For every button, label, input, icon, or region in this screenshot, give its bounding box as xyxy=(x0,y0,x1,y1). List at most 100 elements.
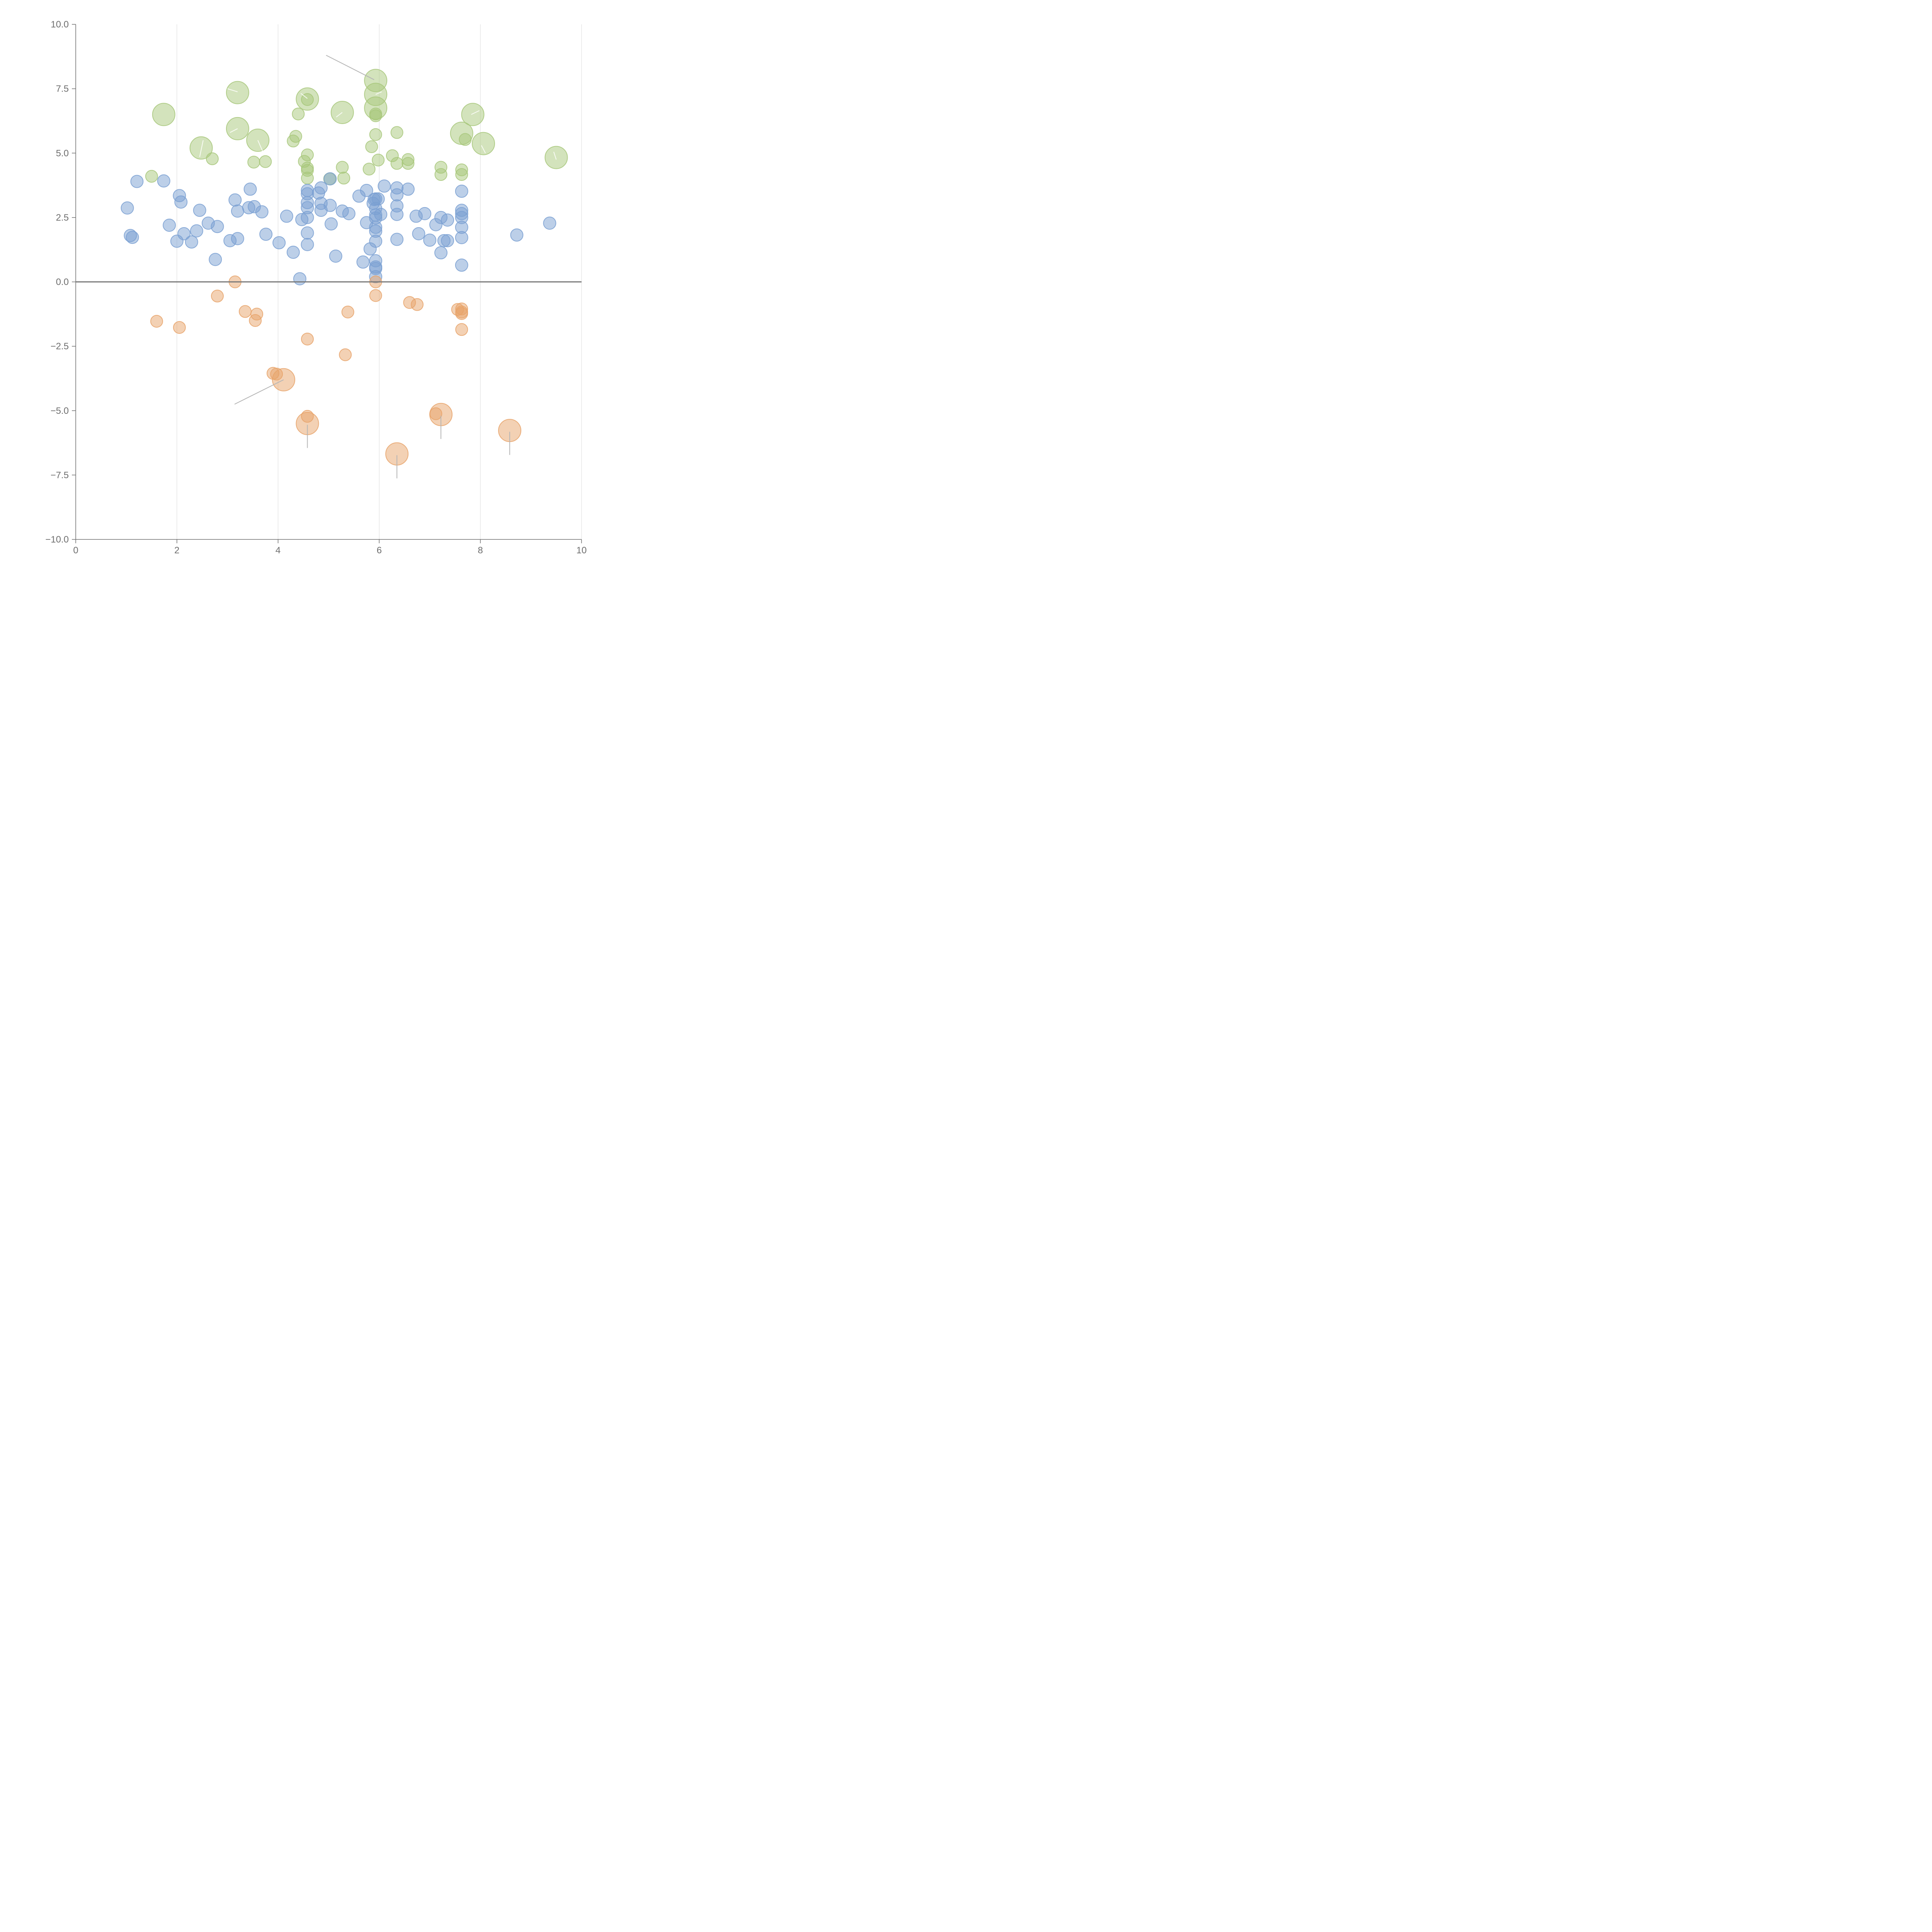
orange-bubble xyxy=(341,305,354,318)
orange-bubble xyxy=(173,321,186,334)
green-bubble xyxy=(390,157,403,170)
orange-bubble xyxy=(250,308,264,321)
green-bubble xyxy=(401,157,415,170)
x-tick-label: 10 xyxy=(577,545,587,556)
annotation-leader-line xyxy=(481,145,486,153)
blue-bubble xyxy=(231,204,244,218)
green-bubble xyxy=(372,153,385,167)
green-bubble xyxy=(301,172,314,185)
blue-bubble xyxy=(329,249,342,263)
blue-bubble xyxy=(323,172,337,185)
blue-bubble xyxy=(163,218,176,232)
orange-bubble xyxy=(411,298,424,311)
green-bubble xyxy=(461,103,485,126)
blue-bubble xyxy=(174,195,188,209)
orange-bubble xyxy=(455,323,468,336)
blue-bubble xyxy=(323,199,337,212)
annotation-leader-line xyxy=(336,112,343,117)
green-bubble xyxy=(337,172,350,185)
blue-bubble xyxy=(434,246,448,260)
green-bubble xyxy=(289,130,302,143)
y-tick-label: −10.0 xyxy=(45,534,69,545)
green-bubble xyxy=(226,81,249,104)
blue-bubble xyxy=(301,238,314,251)
annotation-leader-line xyxy=(326,55,374,80)
green-bubble xyxy=(206,152,219,165)
y-tick-label: 2.5 xyxy=(56,213,69,223)
blue-bubble xyxy=(360,184,373,197)
annotation-leader-line xyxy=(230,128,238,133)
blue-bubble xyxy=(280,209,293,223)
green-bubble xyxy=(472,132,495,155)
orange-bubble xyxy=(301,332,314,345)
blue-bubble xyxy=(423,233,437,247)
green-bubble xyxy=(459,133,472,146)
blue-bubble xyxy=(369,235,383,248)
orange-bubble xyxy=(339,348,352,361)
y-tick-label: −7.5 xyxy=(51,470,69,480)
axis-layer: 10.0 7.5 5.0 2.5 0.0 −2.5 −5.0 −7.5 −10.0 0 2 4 6 8 10 xyxy=(45,19,587,556)
blue-bubble xyxy=(211,220,224,233)
blue-bubble xyxy=(121,201,134,215)
x-tick-label: 8 xyxy=(478,545,483,556)
blue-bubble xyxy=(455,259,468,272)
green-bubble xyxy=(152,103,175,126)
green-bubble xyxy=(365,140,378,153)
annotation-leader-line xyxy=(227,88,238,92)
blue-bubble xyxy=(390,233,404,246)
blue-bubble xyxy=(314,181,328,195)
chart-svg: 10.0 7.5 5.0 2.5 0.0 −2.5 −5.0 −7.5 −10.0 0 2 4 6 8 10 xyxy=(45,19,587,556)
annotation-leader-line xyxy=(257,140,264,152)
blue-bubble xyxy=(401,182,415,196)
y-tick-label: 10.0 xyxy=(51,19,69,30)
blue-bubble xyxy=(455,231,468,244)
orange-bubble xyxy=(211,289,224,303)
blue-bubble xyxy=(455,184,468,198)
green-bubble xyxy=(247,156,260,169)
blue-bubble xyxy=(209,253,222,266)
green-bubble xyxy=(369,128,382,141)
blue-bubble xyxy=(356,255,370,269)
orange-bubble xyxy=(239,305,252,318)
leader-layer xyxy=(199,55,557,479)
green-bubble xyxy=(259,155,272,168)
green-bubble xyxy=(301,148,314,162)
annotation-leader-line xyxy=(553,151,557,160)
blue-bubble xyxy=(272,236,286,250)
orange-bubble xyxy=(301,410,314,423)
blue-bubble xyxy=(371,192,385,206)
orange-bubble xyxy=(270,367,283,381)
blue-bubble xyxy=(130,175,144,188)
green-bubble xyxy=(292,107,305,121)
y-tick-label: 7.5 xyxy=(56,84,69,94)
orange-bubble xyxy=(369,289,382,302)
green-bubble xyxy=(369,109,382,122)
blue-bubble xyxy=(228,193,242,207)
blue-bubble xyxy=(301,211,314,224)
green-bubble xyxy=(362,163,376,176)
x-tick-label: 4 xyxy=(276,545,281,556)
blue-bubble xyxy=(177,227,191,240)
bubble-chart: 10.0 7.5 5.0 2.5 0.0 −2.5 −5.0 −7.5 −10.0 0 2 4 6 8 10 xyxy=(0,0,596,596)
y-tick-label: 0.0 xyxy=(56,277,69,287)
blue-bubble xyxy=(231,232,244,245)
blue-bubble xyxy=(301,226,314,240)
orange-bubble xyxy=(429,407,442,420)
blue-bubble xyxy=(441,234,454,247)
green-bubble xyxy=(145,170,158,183)
blue-bubble xyxy=(126,231,139,244)
blue-bubble xyxy=(390,188,404,202)
blue-bubble xyxy=(286,245,300,259)
blue-bubble xyxy=(255,205,269,219)
bubble-layer xyxy=(121,69,568,466)
y-tick-label: −2.5 xyxy=(51,341,69,352)
blue-bubble xyxy=(342,207,355,220)
orange-bubble xyxy=(150,315,163,328)
blue-bubble xyxy=(193,204,206,217)
annotation-leader-line xyxy=(234,379,284,405)
annotation-leader-line xyxy=(375,91,382,95)
blue-bubble xyxy=(293,272,306,286)
blue-bubble xyxy=(259,228,273,241)
blue-bubble xyxy=(325,217,338,231)
blue-bubble xyxy=(157,174,170,188)
